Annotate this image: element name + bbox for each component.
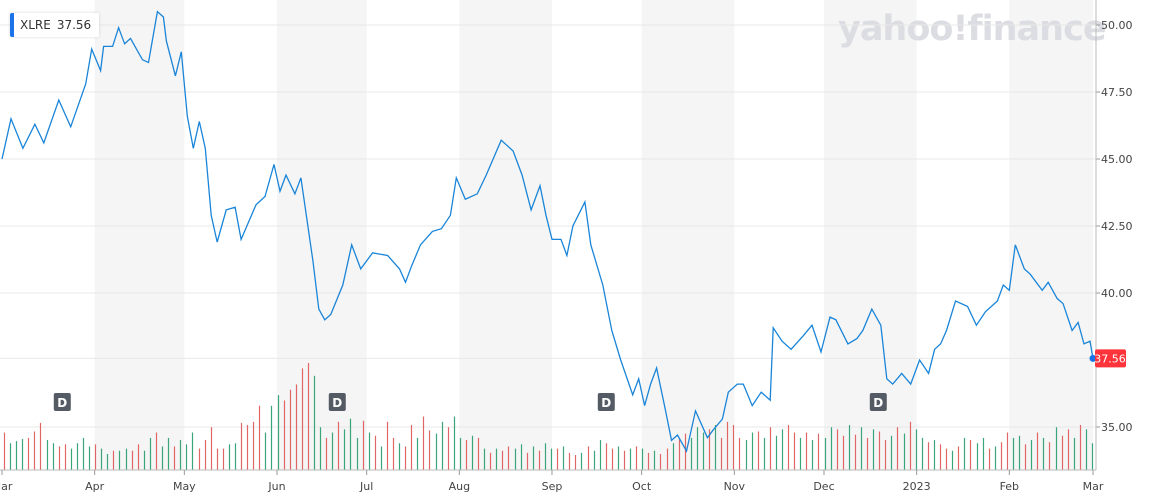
x-tick-label: Oct (632, 480, 652, 493)
x-tick-label: Jul (359, 480, 373, 493)
month-band (276, 0, 367, 470)
month-band (459, 0, 552, 470)
tooltip-symbol: XLRE (20, 18, 51, 32)
x-tick-label: Dec (813, 480, 834, 493)
gridlines (0, 24, 1096, 428)
dividend-marker-label: D (57, 396, 67, 410)
x-tick-label: Mar (0, 480, 13, 493)
month-band (94, 0, 185, 470)
y-tick-label: 42.50 (1101, 220, 1133, 233)
x-tick-label: Sep (542, 480, 563, 493)
last-price-dot (1089, 354, 1097, 362)
dividend-marker-label: D (601, 396, 611, 410)
month-band (823, 0, 917, 470)
x-tick-label: Apr (85, 480, 105, 493)
y-tick-label: 40.00 (1101, 287, 1133, 300)
x-tick-label: Nov (724, 480, 746, 493)
price-line (1, 10, 1094, 453)
y-tick-label: 45.00 (1101, 153, 1133, 166)
y-tick-label: 50.00 (1101, 19, 1133, 32)
month-bands (94, 0, 1093, 470)
last-price-tag: 37.56 (1089, 349, 1126, 368)
y-tick-label: 47.50 (1101, 86, 1133, 99)
x-tick-label: Feb (1000, 480, 1019, 493)
dividend-marker-label: D (873, 396, 883, 410)
month-band (641, 0, 735, 470)
last-price-label: 37.56 (1094, 352, 1126, 365)
volume-bars (3, 363, 1094, 470)
x-tick-label: Jun (267, 480, 285, 493)
dividend-marker (53, 393, 71, 411)
yahoo-finance-watermark: yahoo!finance (838, 9, 1106, 49)
symbol-tooltip: XLRE 37.56 (10, 13, 100, 37)
last-price-label-bg (1095, 349, 1126, 368)
x-tick-label: May (173, 480, 196, 493)
x-tick-label: 2023 (903, 480, 931, 493)
x-tick-label: Aug (449, 480, 470, 493)
dividend-marker (597, 393, 615, 411)
month-band (1009, 0, 1093, 470)
dividend-marker (328, 393, 346, 411)
y-tick-label: 35.00 (1101, 421, 1133, 434)
axes: 50.00 47.50 45.00 42.50 40.00 35.00 Mar Apr May J… (0, 0, 1133, 493)
tooltip-value: 37.56 (56, 18, 92, 32)
dividend-marker (869, 393, 887, 411)
dividend-marker-label: D (332, 396, 342, 410)
series-color-indicator (10, 13, 14, 37)
x-tick-label: Mar (1083, 480, 1104, 493)
